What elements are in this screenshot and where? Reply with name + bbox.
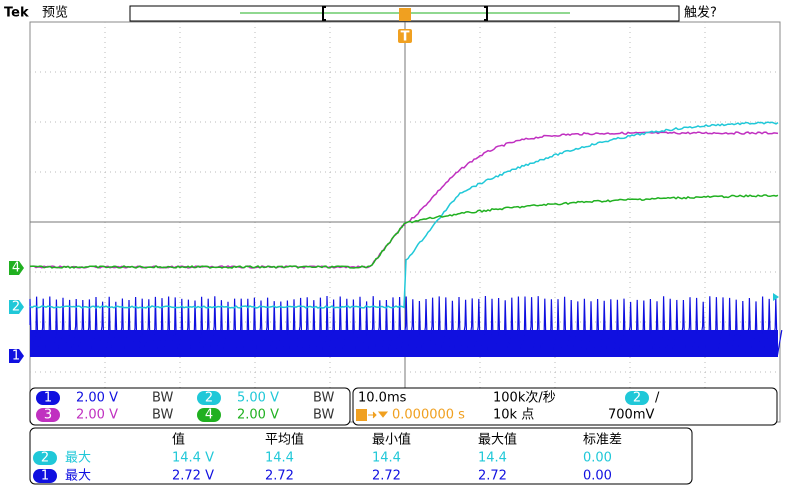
channel-badge [625, 391, 649, 405]
ch4-trace [29, 194, 779, 269]
measurement-value: 14.4 [265, 451, 294, 466]
channel-badge [33, 451, 57, 465]
trigger-position: 0.000000 s [392, 408, 465, 423]
channel-panel [29, 387, 351, 426]
ch2-trace [29, 121, 779, 309]
measurement-value: 0.00 [583, 469, 612, 484]
channel-scale: 2.00 V [237, 408, 279, 423]
overview-bracket [322, 6, 488, 21]
trigger-slope: / [655, 391, 660, 406]
trigger-level: 700mV [608, 408, 654, 423]
traces [29, 121, 783, 357]
measurement-column-header: 标准差 [583, 433, 622, 448]
channel-scale: 2.00 V [76, 391, 118, 406]
channel-marker [9, 261, 24, 275]
trigger-status: 触发? [684, 5, 717, 21]
channel-marker-label: 1 [12, 349, 20, 364]
measurement-value: 2.72 [372, 469, 401, 484]
channel-marker-label: 2 [12, 300, 20, 315]
trigger-level-arrow [773, 293, 779, 301]
channel-badge-label: 2 [41, 451, 49, 466]
channel-badge-label: 2 [633, 391, 641, 406]
channel-badge-label: 2 [205, 391, 213, 406]
measurement-value: 2.72 [265, 469, 294, 484]
record-length: 10k 点 [493, 408, 534, 423]
timebase-scale: 10.0ms [358, 391, 407, 406]
channel-badge-label: 4 [205, 408, 213, 423]
measurement-column-header: 值 [172, 432, 185, 448]
trigger-position-arrow [368, 411, 389, 419]
channel-badge [33, 469, 57, 483]
bandwidth-limit: BW [313, 391, 334, 406]
measurement-panel [29, 427, 693, 485]
overview-trigger [399, 8, 411, 21]
channel-badge-label: 3 [44, 408, 52, 423]
measurement-value: 2.72 [478, 469, 507, 484]
channel-badge [36, 408, 60, 422]
measurement-value: 14.4 [478, 451, 507, 466]
timebase-panel [352, 387, 778, 426]
channel-badge-label: 1 [41, 469, 49, 484]
channel-badge [197, 391, 221, 405]
ui-text: 4 2 1 1 2.00 V BW 2 5.00 V BW 3 2.00 V BW 4 2.00 V BW 1… [9, 261, 660, 484]
channel-badge [36, 391, 60, 405]
measurement-column-header: 最小值 [372, 432, 411, 448]
channel-scale: 2.00 V [76, 408, 118, 423]
sample-rate: 100k次/秒 [493, 390, 556, 406]
measurement-value: 0.00 [583, 451, 612, 466]
measurement-column-header: 平均值 [265, 432, 304, 448]
channel-badge-label: 1 [44, 391, 52, 406]
measurement-value: 2.72 V [172, 469, 214, 484]
trigger-marker-box [398, 29, 412, 43]
measurement-column-header: 最大值 [478, 432, 517, 448]
ch1-trace [29, 296, 783, 357]
brand: Tek [4, 6, 29, 21]
channel-marker [9, 300, 24, 314]
channel-badge [197, 408, 221, 422]
bandwidth-limit: BW [152, 408, 173, 423]
channel-marker [9, 349, 24, 363]
trigger-position-icon [356, 409, 367, 421]
measurement-label: 最大 [65, 451, 91, 466]
channel-scale: 5.00 V [237, 391, 279, 406]
channel-marker-label: 4 [12, 261, 20, 276]
measurement-label: 最大 [65, 469, 91, 484]
trigger-marker: T [401, 30, 410, 45]
mode: 预览 [42, 5, 68, 21]
bandwidth-limit: BW [152, 391, 173, 406]
measurement-value: 14.4 V [172, 451, 214, 466]
measurement-value: 14.4 [372, 451, 401, 466]
bandwidth-limit: BW [313, 408, 334, 423]
